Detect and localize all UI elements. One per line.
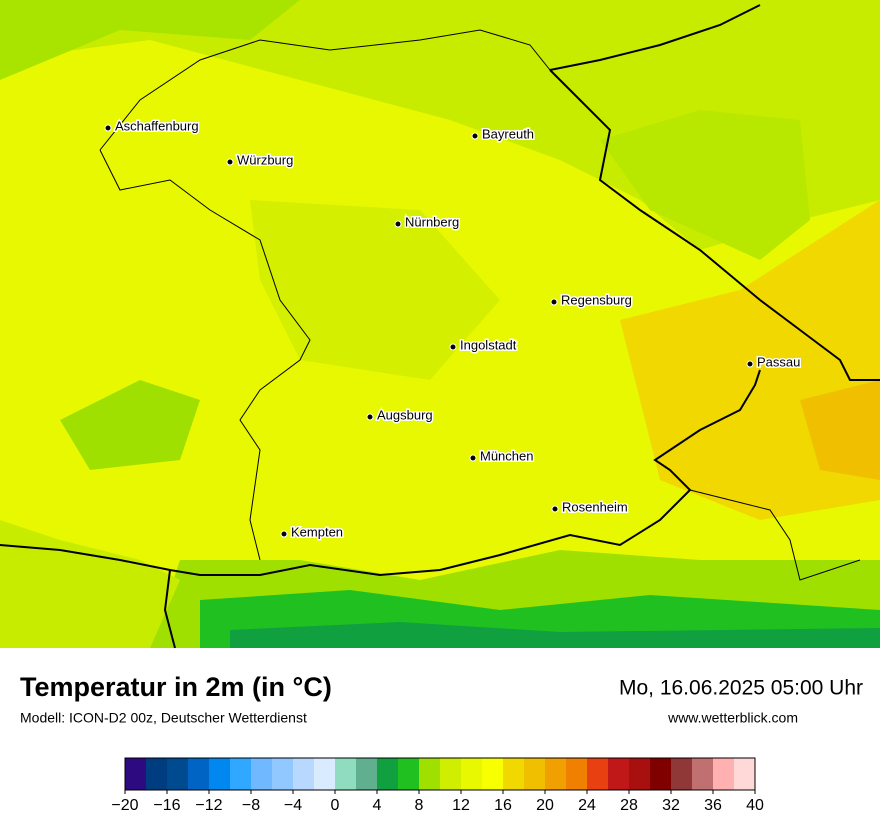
colorbar-bin <box>356 758 377 790</box>
colorbar-bin <box>419 758 440 790</box>
colorbar-bin <box>734 758 755 790</box>
city-label: Regensburg <box>561 292 632 307</box>
colorbar-tick-label: 36 <box>704 797 722 814</box>
colorbar-tick-label: 32 <box>662 797 680 814</box>
city-label: Nürnberg <box>405 214 459 229</box>
subtitle: Modell: ICON-D2 00z, Deutscher Wetterdie… <box>20 710 307 726</box>
colorbar-bin <box>188 758 209 790</box>
map-field <box>60 380 200 470</box>
colorbar-bin <box>230 758 251 790</box>
date: Mo, 16.06.2025 05:00 Uhr <box>619 677 863 700</box>
colorbar-bin <box>398 758 419 790</box>
website: www.wetterblick.com <box>667 710 798 726</box>
city-dot <box>746 360 754 368</box>
colorbar-bin <box>440 758 461 790</box>
colorbar-bin <box>671 758 692 790</box>
city-dot <box>449 343 457 351</box>
city-dot <box>104 124 112 132</box>
city-dot <box>469 454 477 462</box>
colorbar-tick-label: −20 <box>111 797 138 814</box>
city-label: Rosenheim <box>562 499 628 514</box>
city-labels: Aschaffenburg Würzburg Bayreuth Nürnberg Reg… <box>104 117 802 541</box>
city-dot <box>366 413 374 421</box>
colorbar-bin <box>482 758 503 790</box>
city-label: München <box>480 448 533 463</box>
city-label: Aschaffenburg <box>115 118 199 133</box>
colorbar-bin <box>587 758 608 790</box>
state-border <box>99 29 861 581</box>
city-label: Augsburg <box>377 407 433 422</box>
colorbar: −20 −16 −12 −8 −4 0 4 8 12 16 20 24 28 32 36 40 <box>111 757 764 814</box>
colorbar-tick-label: −16 <box>153 797 180 814</box>
colorbar-tick-label: 12 <box>452 797 470 814</box>
colorbar-tick-label: −8 <box>242 797 260 814</box>
colorbar-tick-label: 16 <box>494 797 512 814</box>
colorbar-bin <box>608 758 629 790</box>
colorbar-bin <box>545 758 566 790</box>
map-field <box>0 0 300 80</box>
colorbar-tick-label: 4 <box>373 797 382 814</box>
colorbar-bin <box>272 758 293 790</box>
colorbar-tick-label: 28 <box>620 797 638 814</box>
colorbar-tick-label: 40 <box>746 797 764 814</box>
colorbar-bin <box>293 758 314 790</box>
colorbar-bin <box>146 758 167 790</box>
alps <box>230 622 880 648</box>
colorbar-tick-label: −12 <box>195 797 222 814</box>
colorbar-bin <box>251 758 272 790</box>
city-label: Bayreuth <box>482 126 534 141</box>
colorbar-bin <box>167 758 188 790</box>
colorbar-bin <box>629 758 650 790</box>
colorbar-bin <box>461 758 482 790</box>
colorbar-bin <box>335 758 356 790</box>
colorbar-frame <box>124 757 756 791</box>
city-label: Kempten <box>291 524 343 539</box>
map-field <box>800 380 880 480</box>
colorbar-tick-label: 20 <box>536 797 554 814</box>
colorbar-tick-label: 8 <box>415 797 424 814</box>
city-label: Würzburg <box>237 152 293 167</box>
colorbar-bin <box>209 758 230 790</box>
map: Aschaffenburg Würzburg Bayreuth Nürnberg Reg… <box>0 0 880 649</box>
border <box>0 4 880 649</box>
title: Temperatur in 2m (in °C) <box>20 672 332 702</box>
city-dot <box>471 132 479 140</box>
map-field <box>0 520 180 648</box>
colorbar-bin <box>377 758 398 790</box>
city-dot <box>280 530 288 538</box>
colorbar-tick-label: 0 <box>331 797 340 814</box>
city-dot <box>226 158 234 166</box>
city-label: Ingolstadt <box>460 337 517 352</box>
map-field <box>250 200 500 380</box>
colorbar-bin <box>713 758 734 790</box>
colorbar-tick-label: −4 <box>284 797 302 814</box>
city-dot <box>550 298 558 306</box>
city-label: Passau <box>757 354 800 369</box>
city-dot <box>394 220 402 228</box>
map-field <box>600 110 810 260</box>
colorbar-bin <box>692 758 713 790</box>
colorbar-bin <box>314 758 335 790</box>
colorbar-tick-label: 24 <box>578 797 596 814</box>
colorbar-bin <box>503 758 524 790</box>
colorbar-bin <box>650 758 671 790</box>
colorbar-bin <box>125 758 146 790</box>
colorbar-bin <box>566 758 587 790</box>
city-dot <box>551 505 559 513</box>
colorbar-bin <box>524 758 545 790</box>
